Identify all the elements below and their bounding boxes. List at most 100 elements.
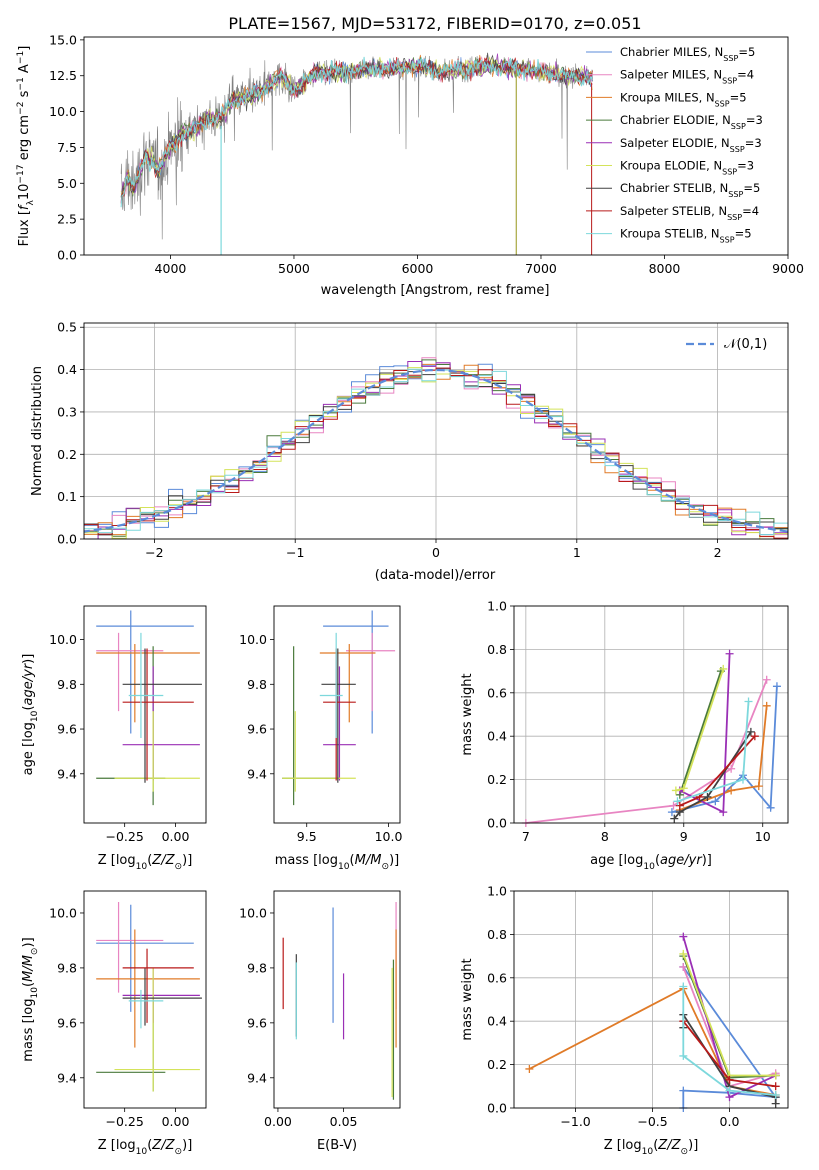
weight-vs-Z-xlabel: Z [log10(Z/Z⊙)] [604,1138,699,1157]
y-tick-label: 9.4 [247,1070,267,1085]
y-tick-label: 9.8 [247,677,267,692]
legend-label: Chabrier ELODIE, NSSP=3 [620,113,763,131]
weight-marker [754,782,763,791]
weight-marker [671,786,680,795]
y-tick-label: 9.8 [57,960,77,975]
x-tick-label: 9.5 [297,829,317,844]
weight-marker [771,1082,780,1091]
y-tick-label: 9.6 [57,1015,77,1030]
x-tick-label: 4000 [155,261,187,276]
weight-marker [679,1051,688,1060]
y-tick-label: 9.8 [247,960,267,975]
y-tick-label: 0.1 [57,489,77,504]
weight-vs-Z-lines [525,932,780,1112]
x-tick-label: 7000 [525,261,557,276]
spectrum-ylabel: Flux [fλ10−17 erg cm−2 s−1 A−1] [16,46,36,247]
age-vs-mass-axes: 9.5 10.0 9.4 9.6 9.8 10.0 [239,632,402,844]
weight-marker [727,786,736,795]
age-vs-Z-points [96,610,202,806]
residuals-ylabel: Normed distribution [30,366,45,496]
y-tick-label: 0.2 [487,1057,507,1072]
y-tick-label: 0.6 [487,970,507,985]
weight-marker [766,803,775,812]
weight-marker [675,801,684,810]
spectrum-title: PLATE=1567, MJD=53172, FIBERID=0170, z=0… [228,14,641,33]
x-tick-label: 6000 [402,261,434,276]
y-tick-label: 9.6 [57,722,77,737]
weight-line [682,986,776,1096]
y-tick-label: 10.0 [49,104,77,119]
weight-marker [679,949,688,958]
x-tick-label: 2 [714,545,722,560]
y-tick-label: 9.6 [247,1015,267,1030]
y-tick-label: 12.5 [49,68,77,83]
y-tick-label: 1.0 [487,599,507,614]
y-tick-label: 0.4 [487,1014,507,1029]
weight-marker [679,932,688,941]
weight-marker [744,697,753,706]
y-tick-label: 10.0 [49,632,77,647]
y-tick-label: 7.5 [57,140,77,155]
normal-curve [84,368,788,533]
weight-marker [725,649,734,658]
y-tick-label: 2.5 [57,212,77,227]
x-tick-label: 8000 [649,261,681,276]
weight-marker [703,792,712,801]
weight-marker [725,1086,734,1095]
y-tick-label: 10.0 [239,632,267,647]
x-tick-label: 0.00 [162,1114,190,1129]
y-tick-label: 0.0 [487,1101,507,1116]
y-tick-label: 0.2 [57,447,77,462]
weight-line [679,705,768,811]
mass-vs-Z-frame [83,890,207,1109]
legend-label: Kroupa ELODIE, NSSP=3 [620,159,754,177]
y-tick-label: 0.0 [57,248,77,263]
x-tick-label: 10.0 [375,829,403,844]
x-tick-label: 0.00 [162,829,190,844]
y-tick-label: 0.6 [487,685,507,700]
y-tick-label: 0.0 [487,816,507,831]
x-tick-label: 7 [522,829,530,844]
weight-vs-age-frame [513,605,789,824]
mass-vs-ebv-xlabel: E(B-V) [317,1138,357,1153]
mass-vs-ebv-points [282,901,397,1100]
weight-marker [772,682,781,691]
residual-histogram [84,368,788,536]
y-tick-label: 0.4 [487,729,507,744]
weight-marker [679,962,688,971]
y-tick-label: 0.3 [57,404,77,419]
x-tick-label: 0.05 [330,1114,358,1129]
y-tick-label: 9.6 [247,722,267,737]
y-tick-label: 15.0 [49,32,77,47]
mass-vs-ebv-frame [273,890,401,1109]
weight-vs-Z-ylabel: mass weight [460,958,475,1040]
weight-vs-age-lines [521,649,781,827]
weight-marker [673,797,682,806]
y-tick-label: 10.0 [49,905,77,920]
weight-marker [738,775,747,784]
residuals-xlabel: (data-model)/error [375,568,496,583]
y-tick-label: 0.5 [57,320,77,335]
weight-marker [746,727,755,736]
weight-marker [762,675,771,684]
model-spectrum [120,56,593,208]
weight-marker [670,814,679,823]
y-tick-label: 0.4 [57,362,77,377]
y-tick-label: 9.4 [57,766,77,781]
age-vs-Z-axes: −0.25 0.00 9.4 9.6 9.8 10.0 [49,632,189,844]
weight-line [525,679,768,824]
weight-marker [719,808,728,817]
y-tick-label: 0.8 [487,642,507,657]
weight-marker [719,664,728,673]
mass-vs-Z-points [96,901,202,1092]
observed-spectrum [120,55,593,240]
weight-marker [771,1099,780,1108]
mass-vs-Z-ylabel: mass [log10(M/M⊙)] [21,937,40,1061]
x-tick-label: 10 [755,829,771,844]
y-tick-label: 0.0 [57,532,77,547]
age-vs-mass-frame [273,605,401,824]
x-tick-label: 9 [680,829,688,844]
weight-line [678,670,722,796]
x-tick-label: 5000 [278,261,310,276]
